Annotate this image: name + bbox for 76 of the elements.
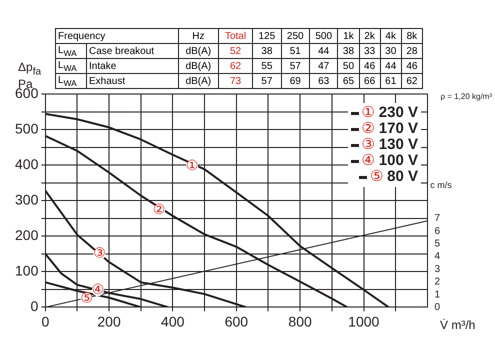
x-tick-label: 0 [41,313,50,330]
text: 66 [359,74,380,88]
text: 4k [380,28,402,44]
y2-tick-label: 4 [434,251,440,262]
y2-axis-title: c m/s [430,180,452,190]
text: 50 [338,58,360,74]
text: 44 [380,58,402,74]
y2-tick-label: 5 [434,238,440,250]
text: L$_{WA}$ [56,58,87,74]
text: Intake [86,58,178,74]
text: 62 [401,74,422,88]
text: 2k [359,28,380,44]
text: 73 [218,74,253,88]
text: dB(A) [178,58,218,74]
text: 38 [338,44,360,58]
annotation: ② [152,202,166,218]
x-tick-label: 400 [161,313,185,330]
text: 250 [281,28,310,44]
text: Total [218,28,253,44]
legend-label: ① 230 V [362,104,418,121]
y-tick-label: 100 [15,262,39,279]
annotation: ⑤ [80,290,94,307]
text: ρ = 1,20 kg/m³ [440,92,492,101]
y-tick-label: 400 [15,156,39,172]
text: 500 [309,28,338,44]
x-tick-label: 1000 [348,313,380,330]
text: 65 [338,74,360,88]
text: 47 [309,58,338,74]
legend-label: ④ 100 V [362,152,418,169]
text: dB(A) [178,74,218,88]
annotation: ③ [93,246,106,262]
y-tick-label: 300 [15,191,39,208]
y-tick-label: 200 [15,226,39,243]
text: 8k [401,28,422,44]
text: Hz [178,28,218,44]
annotation: ① [186,158,198,174]
text: L$_{WA}$ [56,74,87,88]
legend-label: ③ 130 V [362,136,418,153]
text: 33 [359,44,380,58]
y-tick-label: 500 [15,120,39,136]
text: Case breakout [86,44,178,58]
text: 44 [309,44,338,58]
text: 57 [252,74,282,88]
y2-tick-label: 3 [434,264,440,275]
text: 61 [380,74,402,88]
text: 30 [380,44,402,58]
y2-tick-label: 7 [434,213,440,224]
y2-tick-label: 0 [434,302,440,313]
text: 57 [281,58,310,74]
legend-label: ② 170 V [362,120,418,137]
text: Exhaust [86,74,178,88]
y2-tick-label: 1 [434,289,440,300]
text: L$_{WA}$ [56,44,87,58]
text: 28 [401,44,422,58]
text: Frequency [56,28,178,44]
text: 46 [359,58,380,74]
text: 38 [252,44,282,58]
x-tick-label: 600 [224,313,248,330]
y-tick-label: 0 [30,298,39,314]
x-tick-label: 200 [97,313,121,330]
text: 69 [281,74,310,88]
text: 62 [218,58,253,74]
text: 52 [218,44,253,58]
text: 46 [401,58,422,74]
y2-tick-label: 2 [434,276,440,288]
text: 55 [252,58,282,74]
x-tick-label: 800 [288,313,312,330]
text: 63 [309,74,338,88]
text: 1k [338,28,360,44]
annotation: ④ [92,282,104,298]
text: dB(A) [178,44,218,58]
text: 125 [252,28,282,44]
text: 51 [281,44,310,58]
x-axis-title: V̇ m³/h [440,318,476,332]
legend-label: ⑤ 80 V [370,168,418,185]
y2-tick-label: 6 [434,226,440,237]
